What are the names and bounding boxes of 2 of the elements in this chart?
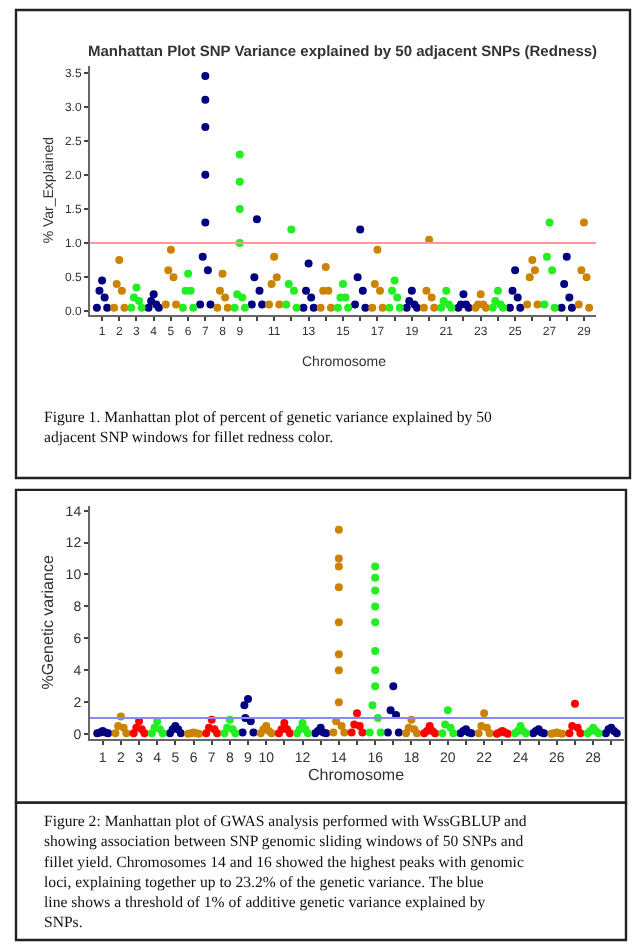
x-axis-title: Chromosome	[308, 766, 406, 784]
y-axis-title: %Genetic variance	[39, 554, 58, 690]
